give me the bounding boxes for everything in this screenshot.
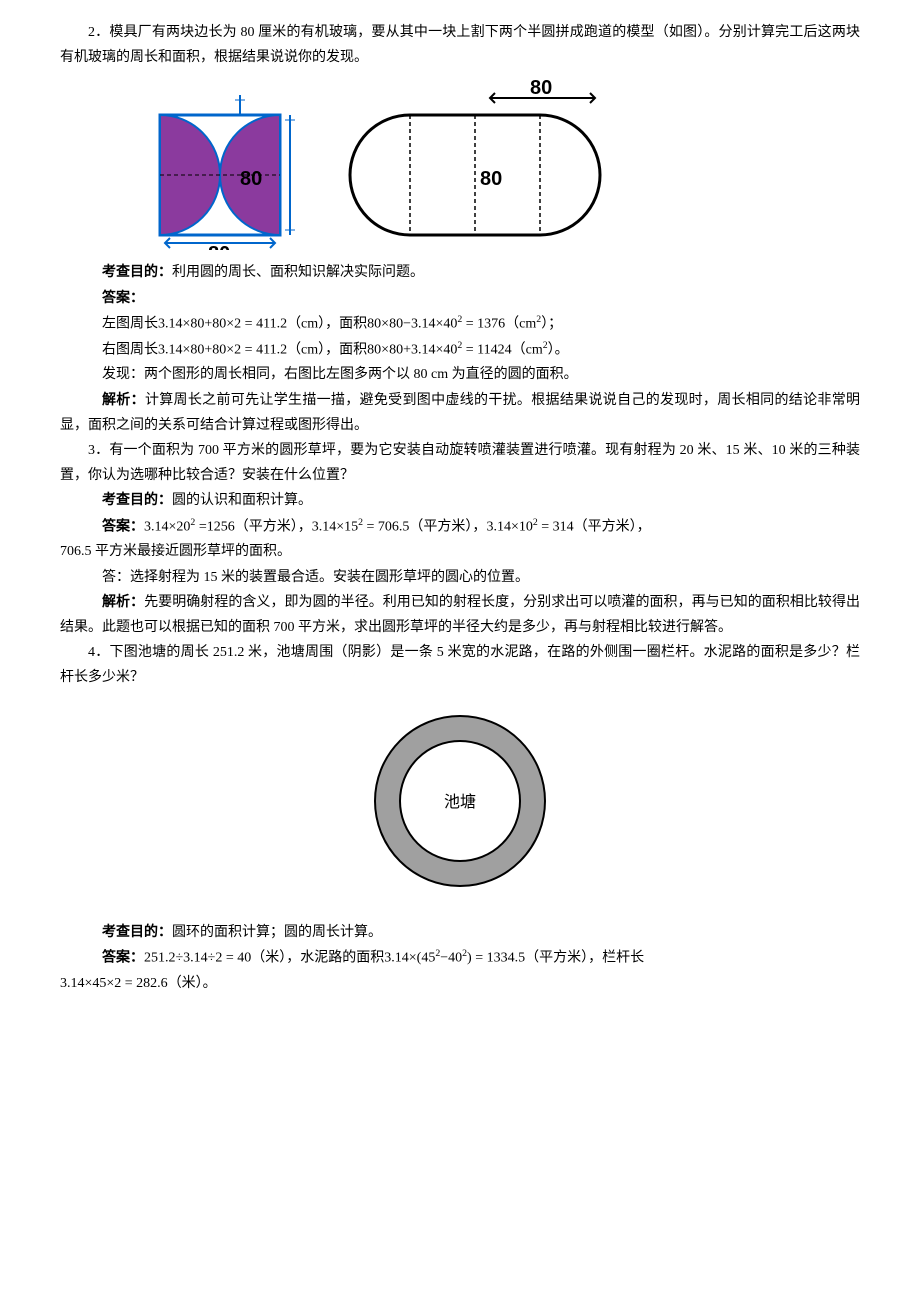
p4-f2e: ) = 1334.5 bbox=[467, 951, 525, 966]
p3-goal: 考查目的：圆的认识和面积计算。 bbox=[60, 488, 860, 513]
problem-4-text: 4．下图池塘的周长 251.2 米，池塘周围（阴影）是一条 5 米宽的水泥路，在… bbox=[60, 640, 860, 690]
goal-label: 考查目的： bbox=[102, 265, 172, 280]
p4-goal: 考查目的：圆环的面积计算；圆的周长计算。 bbox=[60, 920, 860, 945]
label-80-bottom: 80 bbox=[208, 243, 230, 250]
right-area-unit: （cm bbox=[512, 342, 543, 357]
p4-f2: 3.14×(45 bbox=[384, 951, 435, 966]
p4-u3: （米）。 bbox=[168, 976, 217, 991]
p4-goal-text: 圆环的面积计算；圆的周长计算。 bbox=[172, 925, 382, 940]
right-perim-formula: 3.14×80+80×2 = 411.2 bbox=[158, 342, 287, 357]
p3-ans: 答案：3.14×202 =1256（平方米），3.14×152 = 706.5（… bbox=[60, 514, 860, 540]
label-80-mid-right: 80 bbox=[480, 168, 502, 190]
p2-finding: 发现：两个图形的周长相同，右图比左图多两个以 80 cm 为直径的圆的面积。 bbox=[60, 362, 860, 387]
p4-ans2: 3.14×45×2 = 282.6（米）。 bbox=[60, 971, 860, 996]
p3-goal-text: 圆的认识和面积计算。 bbox=[172, 493, 312, 508]
p3-f1: 3.14×20 bbox=[144, 519, 190, 534]
p3-f2: 3.14×15 bbox=[312, 519, 358, 534]
p4-ans: 答案：251.2÷3.14÷2 = 40（米），水泥路的面积3.14×(452−… bbox=[60, 945, 860, 971]
left-area-unit: （cm bbox=[505, 316, 536, 331]
p4-f1: 251.2÷3.14÷2 = 40 bbox=[144, 951, 251, 966]
label-80-side: 80 bbox=[240, 168, 262, 190]
right-area-eq: = 11424 bbox=[462, 342, 511, 357]
p3-f3: 3.14×10 bbox=[486, 519, 532, 534]
p4-goal-label: 考查目的： bbox=[102, 925, 172, 940]
p3-analysis-label: 解析： bbox=[102, 595, 144, 610]
right-perim-label: 右图周长 bbox=[102, 342, 158, 357]
p3-v3: = 314（平方米）， bbox=[538, 519, 651, 534]
p3-v2: = 706.5（平方米）， bbox=[363, 519, 486, 534]
right-perim-unit: （cm），面积 bbox=[287, 342, 367, 357]
right-track-diagram: 80 80 bbox=[340, 80, 620, 250]
left-perim-unit: （cm），面积 bbox=[287, 316, 367, 331]
problem-2-figure: 80 80 80 80 bbox=[140, 80, 860, 250]
p4-u2: （平方米），栏杆长 bbox=[525, 951, 644, 966]
left-area-eq: = 1376 bbox=[462, 316, 505, 331]
p4-f3: 3.14×45×2 = 282.6 bbox=[60, 976, 168, 991]
left-glass-diagram: 80 80 bbox=[140, 80, 320, 250]
left-perim-formula: 3.14×80+80×2 = 411.2 bbox=[158, 316, 287, 331]
p2-right-calc: 右图周长3.14×80+80×2 = 411.2（cm），面积80×80+3.1… bbox=[60, 337, 860, 363]
p3-ans-label: 答案： bbox=[102, 519, 144, 534]
p2-ans-label: 答案： bbox=[60, 286, 860, 311]
label-80-top-right: 80 bbox=[530, 80, 552, 99]
right-area-end: ）。 bbox=[548, 342, 569, 357]
p3-analysis-text: 先要明确射程的含义，即为圆的半径。利用已知的射程长度，分别求出可以喷灌的面积，再… bbox=[60, 595, 860, 635]
left-area-end: ）； bbox=[541, 316, 562, 331]
p3-goal-label: 考查目的： bbox=[102, 493, 172, 508]
problem-4-figure: 池塘 bbox=[60, 701, 860, 910]
pond-label: 池塘 bbox=[444, 793, 476, 811]
p4-f2m: −40 bbox=[440, 951, 462, 966]
p4-ans-label: 答案： bbox=[102, 951, 144, 966]
answer-label: 答案： bbox=[102, 291, 144, 306]
p3-conclusion: 答：选择射程为 15 米的装置最合适。安装在圆形草坪的圆心的位置。 bbox=[60, 565, 860, 590]
p2-analysis: 解析：计算周长之前可先让学生描一描，避免受到图中虚线的干扰。根据结果说说自己的发… bbox=[60, 388, 860, 438]
p2-left-calc: 左图周长3.14×80+80×2 = 411.2（cm），面积80×80−3.1… bbox=[60, 311, 860, 337]
p3-analysis: 解析：先要明确射程的含义，即为圆的半径。利用已知的射程长度，分别求出可以喷灌的面… bbox=[60, 590, 860, 640]
right-area-formula: 80×80+3.14×40 bbox=[367, 342, 457, 357]
goal-text: 利用圆的周长、面积知识解决实际问题。 bbox=[172, 265, 424, 280]
problem-3-text: 3．有一个面积为 700 平方米的圆形草坪，要为它安装自动旋转喷灌装置进行喷灌。… bbox=[60, 438, 860, 488]
analysis-text: 计算周长之前可先让学生描一描，避免受到图中虚线的干扰。根据结果说说自己的发现时，… bbox=[60, 393, 860, 433]
p4-u1: （米），水泥路的面积 bbox=[251, 951, 384, 966]
p3-line2: 706.5 平方米最接近圆形草坪的面积。 bbox=[60, 539, 860, 564]
left-perim-label: 左图周长 bbox=[102, 316, 158, 331]
p3-v1: =1256（平方米）， bbox=[195, 519, 311, 534]
p2-goal: 考查目的：利用圆的周长、面积知识解决实际问题。 bbox=[60, 260, 860, 285]
problem-2-text: 2．模具厂有两块边长为 80 厘米的有机玻璃，要从其中一块上割下两个半圆拼成跑道… bbox=[60, 20, 860, 70]
analysis-label: 解析： bbox=[102, 393, 145, 408]
pond-ring-diagram: 池塘 bbox=[360, 701, 560, 901]
left-area-formula: 80×80−3.14×40 bbox=[367, 316, 457, 331]
